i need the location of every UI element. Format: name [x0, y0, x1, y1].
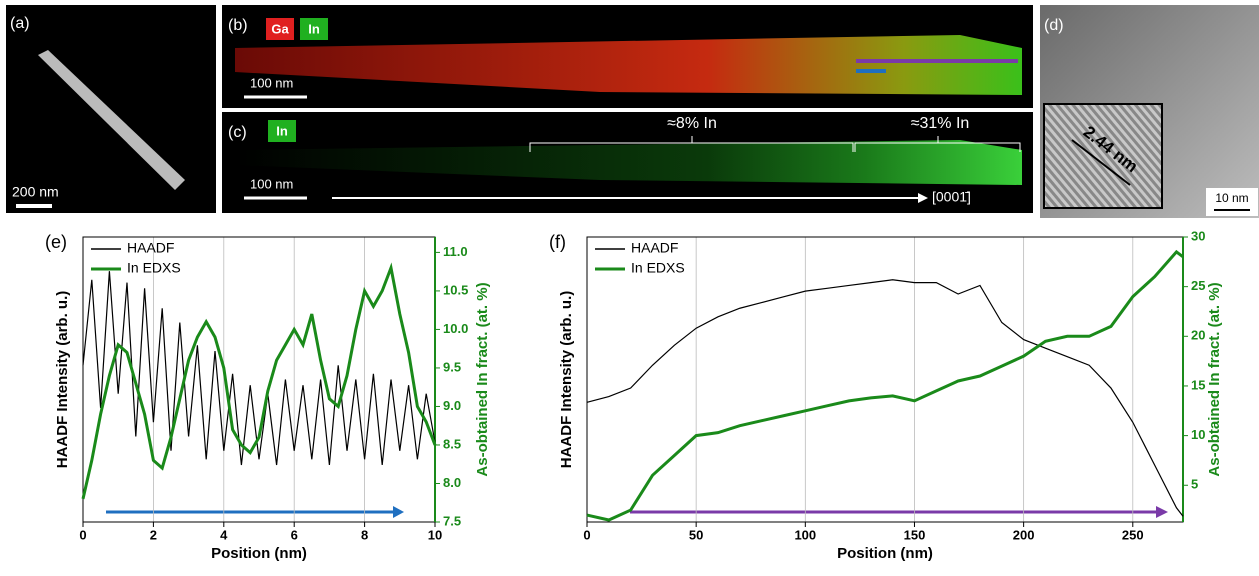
- scale-box: [1206, 188, 1258, 216]
- scale-label: 10 nm: [1215, 191, 1248, 205]
- tag-box: [268, 120, 296, 142]
- panel-label: (e): [45, 232, 67, 252]
- direction-label: [0001̄]: [932, 189, 971, 205]
- x-axis-label: Position (nm): [211, 545, 307, 562]
- x-tick-label: 2: [150, 527, 157, 542]
- data-line: [82, 271, 436, 466]
- tag: In: [276, 123, 288, 138]
- scale-label: 200 nm: [12, 184, 59, 200]
- panel-label: (f): [549, 232, 566, 252]
- x-tick-label: 100: [794, 527, 816, 542]
- y2-tick-label: 5: [1191, 477, 1198, 492]
- y2-axis-label: As-obtained In fract. (at. %): [474, 282, 491, 476]
- data-line: [586, 249, 1184, 522]
- tag: Ga: [271, 21, 289, 36]
- x-tick-label: 8: [361, 527, 368, 542]
- y2-tick-label: 25: [1191, 278, 1205, 293]
- x-tick-label: 200: [1013, 527, 1035, 542]
- x-tick-label: 150: [904, 527, 926, 542]
- y2-tick-label: 11.0: [443, 244, 468, 259]
- scale-label: 100 nm: [250, 75, 293, 90]
- y2-tick-label: 20: [1191, 328, 1205, 343]
- tag: In: [308, 21, 320, 36]
- y2-tick-label: 9.0: [443, 398, 461, 413]
- x-tick-label: 0: [583, 527, 590, 542]
- y-axis-label: HAADF Intensity (arb. u.): [558, 291, 575, 469]
- arrow-head: [918, 193, 928, 203]
- y2-tick-label: 10: [1191, 427, 1205, 442]
- y2-tick-label: 8.0: [443, 475, 461, 490]
- x-tick-label: 0: [79, 527, 86, 542]
- nanowire: [38, 50, 185, 190]
- plot-frame: [586, 236, 1184, 523]
- data-line: [586, 279, 1184, 517]
- y2-tick-label: 15: [1191, 377, 1205, 392]
- x-tick-label: 6: [291, 527, 298, 542]
- measure-line: [1071, 139, 1131, 186]
- legend-label: In EDXS: [127, 260, 181, 276]
- scale-label: 100 nm: [250, 176, 293, 191]
- y2-tick-label: 9.5: [443, 359, 461, 374]
- y2-tick-label: 30: [1191, 228, 1205, 243]
- panel-label: (b): [228, 17, 248, 34]
- arrow-head: [393, 506, 404, 518]
- image-a: [6, 5, 216, 213]
- x-tick-label: 4: [220, 527, 228, 542]
- y2-tick-label: 7.5: [443, 513, 461, 528]
- nanowire-map: [235, 140, 1022, 185]
- tag-box: [266, 18, 294, 40]
- arrow-head: [1156, 506, 1168, 518]
- legend-label: HAADF: [631, 240, 678, 256]
- x-tick-label: 250: [1122, 527, 1144, 542]
- inset: [1043, 103, 1163, 209]
- y-axis-label: HAADF Intensity (arb. u.): [54, 291, 71, 469]
- panel-label: (a): [10, 15, 30, 32]
- tag-box: [300, 18, 328, 40]
- region-label: ≈31% In: [911, 115, 970, 132]
- legend-label: In EDXS: [631, 260, 685, 276]
- y2-tick-label: 10.5: [443, 282, 468, 297]
- y2-tick-label: 10.0: [443, 321, 468, 336]
- nanowire-map: [235, 35, 1022, 95]
- x-tick-label: 10: [428, 527, 442, 542]
- y2-tick-label: 8.5: [443, 436, 461, 451]
- x-tick-label: 50: [689, 527, 703, 542]
- panel-label: (d): [1044, 17, 1064, 34]
- bracket: [529, 136, 1021, 152]
- panel-label: (c): [228, 124, 247, 141]
- x-axis-label: Position (nm): [837, 545, 933, 562]
- y2-axis-label: As-obtained In fract. (at. %): [1206, 282, 1223, 476]
- data-line: [81, 262, 437, 500]
- region-label: ≈8% In: [667, 115, 717, 132]
- legend-label: HAADF: [127, 240, 174, 256]
